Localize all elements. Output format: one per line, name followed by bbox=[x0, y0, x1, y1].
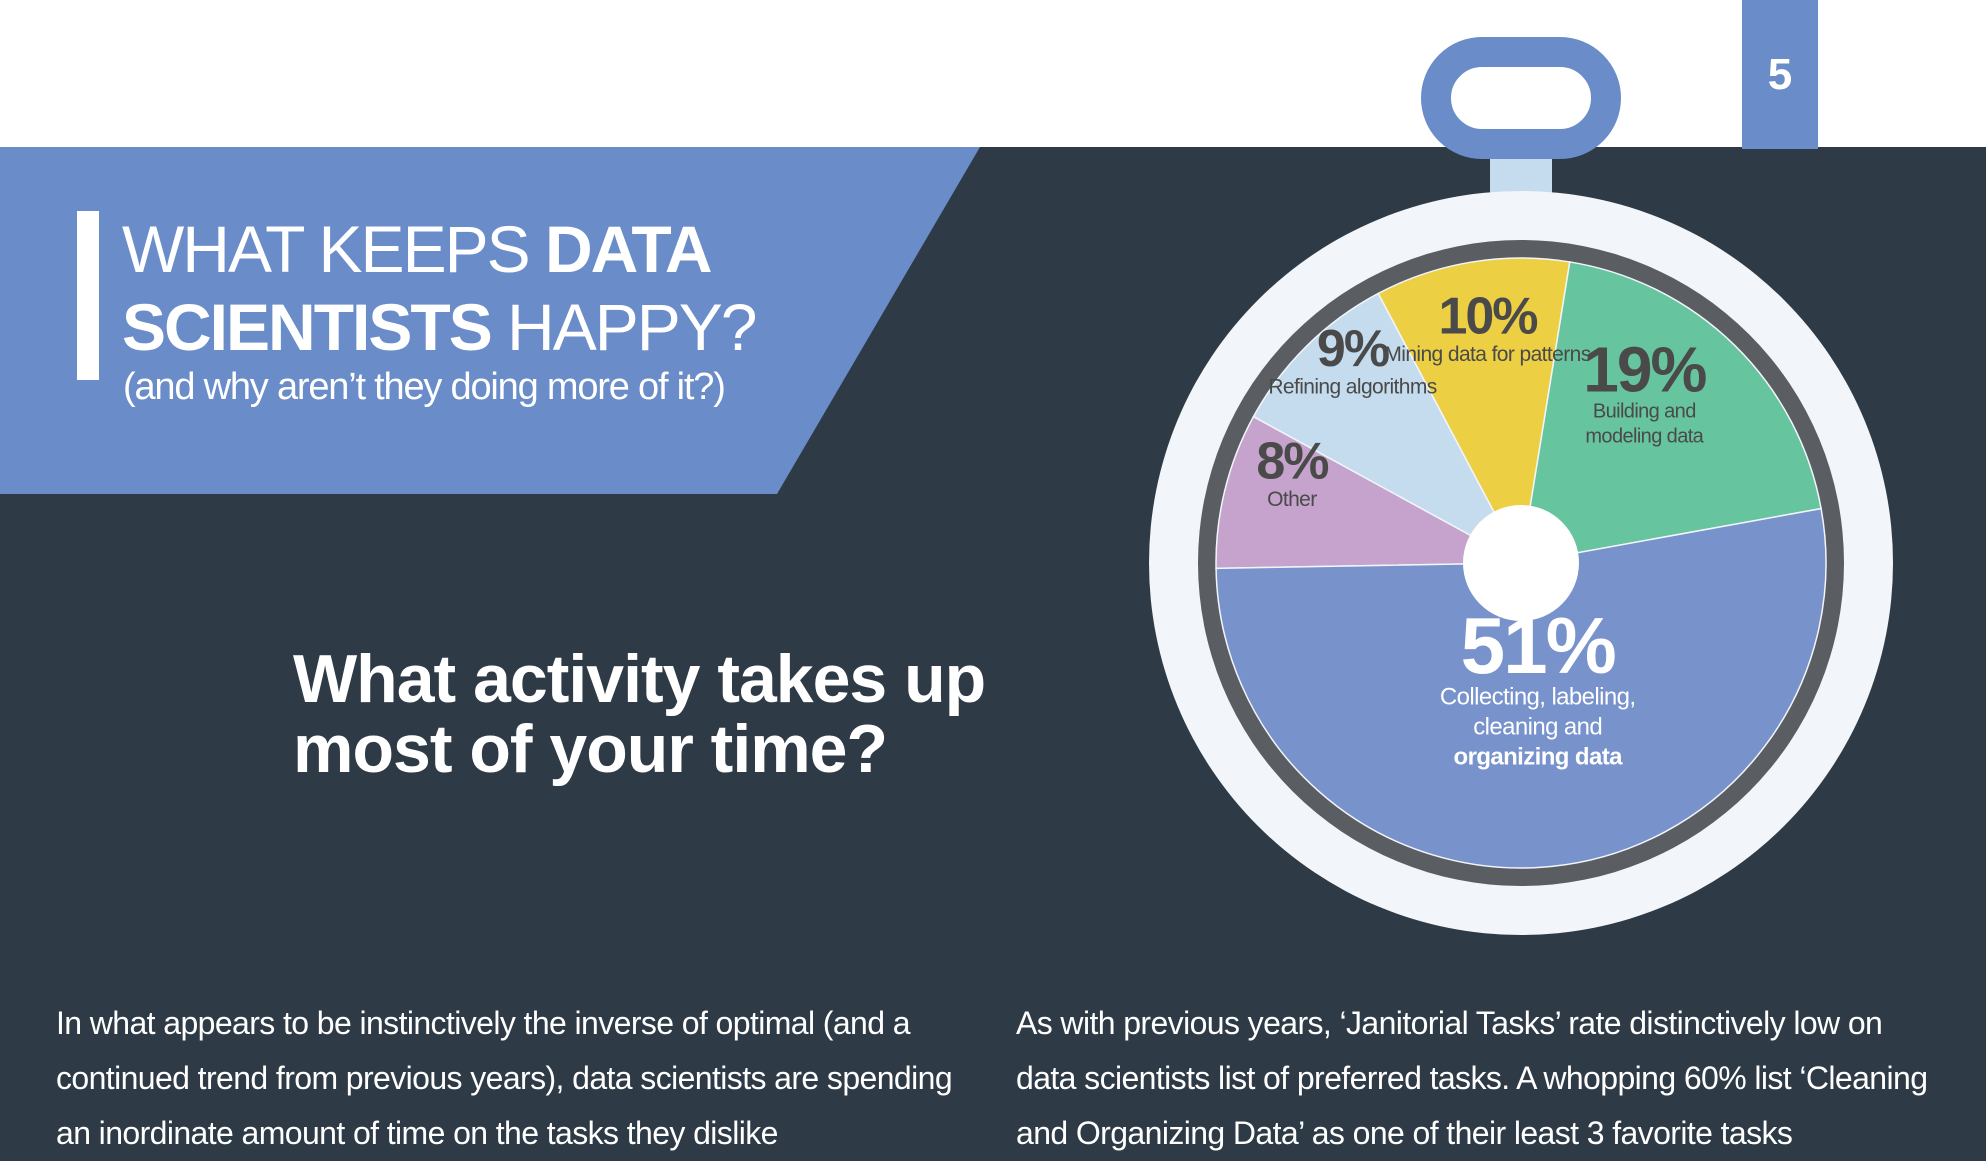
chart-question: What activity takes up most of your time… bbox=[293, 641, 986, 787]
title-accent-bar bbox=[77, 211, 99, 380]
title-part-1: WHAT KEEPS bbox=[122, 212, 545, 286]
pie-slice bbox=[1520, 261, 1822, 564]
slice-percent-label: 19% bbox=[1583, 333, 1706, 405]
slice-percent-label: 9% bbox=[1317, 320, 1389, 378]
pie-labels: 8%Other 9%Refining algorithms 10%Mining da… bbox=[1256, 288, 1708, 771]
body-text-right: As with previous years, ‘Janitorial Task… bbox=[1016, 1005, 1928, 1151]
slice-category-label: Mining data for patterns bbox=[1384, 343, 1590, 366]
top-band bbox=[0, 0, 1986, 147]
pie-slices bbox=[1215, 257, 1827, 869]
pie-center-hole bbox=[1463, 505, 1579, 621]
slice-category-label: Building and bbox=[1593, 400, 1696, 422]
body-text-left: In what appears to be instinctively the … bbox=[56, 1005, 953, 1151]
pie-slice bbox=[1215, 415, 1524, 570]
slice-category-label: modeling data bbox=[1585, 425, 1704, 447]
slice-category-label: cleaning and bbox=[1473, 713, 1602, 740]
slice-category-label: Refining algorithms bbox=[1268, 375, 1436, 398]
title-bold-2: SCIENTISTS bbox=[122, 290, 493, 364]
slice-percent-label: 8% bbox=[1256, 433, 1328, 491]
stopwatch-pie-chart: 8%Other 9%Refining algorithms 10%Mining da… bbox=[1149, 37, 1893, 935]
slice-category-label: Other bbox=[1267, 488, 1317, 511]
page-number: 5 bbox=[1742, 0, 1818, 149]
pie-slice bbox=[1377, 257, 1571, 566]
stopwatch-crown bbox=[1421, 37, 1621, 159]
pie-slice bbox=[1252, 292, 1523, 565]
page-title: WHAT KEEPS DATA SCIENTISTS HAPPY? bbox=[122, 210, 842, 366]
title-bold-1: DATA bbox=[544, 212, 713, 286]
title-part-2: HAPPY? bbox=[490, 290, 757, 364]
page-subtitle: (and why aren’t they doing more of it?) bbox=[123, 366, 726, 408]
pie-slice bbox=[1215, 507, 1827, 869]
slice-percent-label: 10% bbox=[1438, 288, 1537, 346]
slice-category-label: organizing data bbox=[1454, 743, 1624, 770]
slice-category-label: Collecting, labeling, bbox=[1440, 683, 1636, 710]
